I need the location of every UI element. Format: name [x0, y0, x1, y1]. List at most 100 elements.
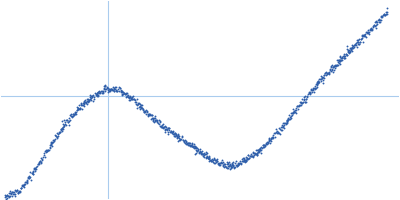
- Point: [125, 96, 132, 99]
- Point: [162, 128, 168, 131]
- Point: [256, 149, 262, 153]
- Point: [140, 108, 146, 111]
- Point: [127, 99, 134, 102]
- Point: [336, 61, 342, 64]
- Point: [62, 123, 69, 126]
- Point: [184, 142, 190, 145]
- Point: [327, 68, 333, 72]
- Point: [213, 161, 219, 164]
- Point: [137, 107, 143, 110]
- Point: [82, 99, 88, 102]
- Point: [368, 26, 374, 30]
- Point: [99, 91, 105, 94]
- Point: [320, 78, 326, 81]
- Point: [254, 152, 260, 155]
- Point: [185, 144, 192, 147]
- Point: [103, 86, 110, 89]
- Point: [156, 120, 163, 123]
- Point: [332, 64, 338, 67]
- Point: [22, 182, 28, 185]
- Point: [280, 126, 286, 129]
- Point: [263, 142, 269, 145]
- Point: [242, 158, 249, 162]
- Point: [220, 165, 227, 168]
- Point: [102, 89, 109, 92]
- Point: [354, 39, 360, 42]
- Point: [35, 162, 41, 165]
- Point: [59, 129, 65, 133]
- Point: [225, 162, 231, 165]
- Point: [5, 194, 12, 197]
- Point: [166, 127, 172, 130]
- Point: [190, 145, 196, 148]
- Point: [364, 31, 370, 34]
- Point: [264, 141, 270, 144]
- Point: [94, 94, 100, 97]
- Point: [93, 91, 100, 95]
- Point: [329, 67, 335, 70]
- Point: [131, 98, 137, 101]
- Point: [36, 162, 42, 165]
- Point: [152, 119, 158, 122]
- Point: [78, 101, 84, 104]
- Point: [75, 107, 81, 111]
- Point: [302, 101, 308, 104]
- Point: [261, 145, 267, 148]
- Point: [156, 120, 163, 123]
- Point: [295, 105, 301, 108]
- Point: [126, 96, 132, 99]
- Point: [376, 18, 382, 21]
- Point: [357, 40, 363, 43]
- Point: [22, 180, 29, 184]
- Point: [349, 49, 355, 53]
- Point: [83, 102, 90, 105]
- Point: [188, 143, 195, 146]
- Point: [307, 93, 313, 96]
- Point: [293, 104, 300, 108]
- Point: [308, 88, 314, 91]
- Point: [202, 155, 209, 158]
- Point: [20, 183, 26, 187]
- Point: [62, 120, 68, 123]
- Point: [164, 127, 170, 130]
- Point: [116, 86, 123, 89]
- Point: [54, 136, 60, 139]
- Point: [200, 152, 206, 155]
- Point: [121, 92, 127, 95]
- Point: [107, 87, 114, 90]
- Point: [281, 123, 287, 126]
- Point: [202, 150, 209, 153]
- Point: [141, 110, 147, 113]
- Point: [212, 158, 218, 161]
- Point: [363, 31, 369, 34]
- Point: [303, 101, 310, 104]
- Point: [309, 90, 316, 93]
- Point: [342, 56, 348, 59]
- Point: [201, 151, 208, 155]
- Point: [300, 95, 307, 99]
- Point: [30, 172, 36, 175]
- Point: [350, 45, 357, 49]
- Point: [301, 98, 307, 101]
- Point: [39, 158, 46, 161]
- Point: [56, 130, 62, 133]
- Point: [47, 143, 53, 147]
- Point: [74, 108, 80, 112]
- Point: [186, 142, 192, 145]
- Point: [157, 125, 163, 128]
- Point: [241, 159, 248, 162]
- Point: [332, 67, 338, 70]
- Point: [361, 34, 367, 37]
- Point: [376, 18, 383, 21]
- Point: [323, 71, 330, 74]
- Point: [280, 126, 287, 129]
- Point: [127, 98, 134, 101]
- Point: [162, 127, 168, 130]
- Point: [136, 105, 142, 108]
- Point: [258, 145, 265, 148]
- Point: [109, 89, 116, 92]
- Point: [62, 123, 69, 126]
- Point: [94, 93, 100, 97]
- Point: [218, 160, 224, 163]
- Point: [177, 138, 183, 141]
